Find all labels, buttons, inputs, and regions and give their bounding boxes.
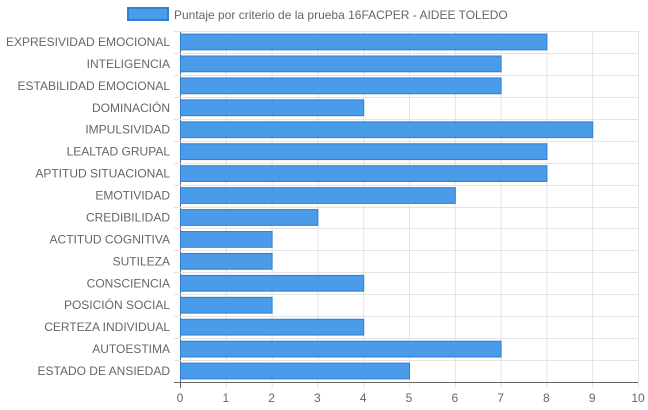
category-label: CONSCIENCIA <box>87 276 170 290</box>
bars <box>180 33 594 380</box>
bar[interactable] <box>180 33 548 51</box>
legend[interactable]: Puntaje por criterio de la prueba 16FACP… <box>127 7 508 22</box>
x-tick-label: 8 <box>543 391 550 405</box>
category-label: LEALTAD GRUPAL <box>67 145 171 159</box>
category-label: EMOTIVIDAD <box>95 189 170 203</box>
bar[interactable] <box>180 274 365 292</box>
bar[interactable] <box>180 209 319 226</box>
category-label: EXPRESIVIDAD EMOCIONAL <box>6 35 170 49</box>
bar[interactable] <box>180 77 502 95</box>
category-label: ACTITUD COGNITIVA <box>50 232 170 246</box>
bar[interactable] <box>180 362 410 380</box>
bar[interactable] <box>180 99 365 117</box>
x-tick-label: 3 <box>314 391 321 405</box>
bar[interactable] <box>180 340 502 358</box>
x-tick-label: 7 <box>497 391 504 405</box>
x-tick-label: 5 <box>406 391 413 405</box>
x-tick-label: 2 <box>268 391 275 405</box>
category-label: ESTABILIDAD EMOCIONAL <box>18 79 171 93</box>
legend-label: Puntaje por criterio de la prueba 16FACP… <box>174 8 508 22</box>
bar[interactable] <box>180 231 273 248</box>
x-tick-label: 1 <box>222 391 229 405</box>
category-label: POSICIÓN SOCIAL <box>64 297 170 312</box>
bar[interactable] <box>180 165 548 182</box>
category-label: APTITUD SITUACIONAL <box>35 167 170 181</box>
category-label: SUTILEZA <box>113 254 170 268</box>
y-axis-labels: EXPRESIVIDAD EMOCIONAL INTELIGENCIA ESTABI… <box>6 35 170 378</box>
bar[interactable] <box>180 296 273 314</box>
category-label: CREDIBILIDAD <box>86 210 170 224</box>
x-axis-labels: 0 1 2 3 4 5 6 7 8 9 10 <box>177 391 645 405</box>
category-label: INTELIGENCIA <box>87 57 170 71</box>
x-tick-label: 6 <box>451 391 458 405</box>
x-tick-label: 10 <box>631 391 645 405</box>
bar[interactable] <box>180 55 502 73</box>
legend-swatch <box>127 7 169 21</box>
category-label: IMPULSIVIDAD <box>85 123 170 137</box>
bar[interactable] <box>180 121 594 139</box>
category-label: AUTOESTIMA <box>92 342 170 356</box>
category-label: ESTADO DE ANSIEDAD <box>38 364 171 378</box>
bar[interactable] <box>180 143 548 161</box>
bar[interactable] <box>180 252 273 270</box>
bar[interactable] <box>180 318 365 336</box>
category-label: CERTEZA INDIVIDUAL <box>44 320 170 334</box>
x-tick-label: 0 <box>177 391 184 405</box>
bar[interactable] <box>180 187 456 204</box>
x-tick-label: 4 <box>360 391 367 405</box>
x-tick-label: 9 <box>589 391 596 405</box>
category-label: DOMINACIÓN <box>92 100 170 115</box>
